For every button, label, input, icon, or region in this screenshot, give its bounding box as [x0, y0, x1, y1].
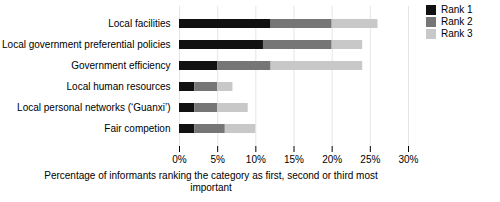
svg-text:15%: 15% — [284, 154, 304, 165]
svg-text:0%: 0% — [172, 154, 187, 165]
svg-text:20%: 20% — [322, 154, 342, 165]
svg-text:Government efficiency: Government efficiency — [71, 60, 170, 71]
svg-text:30%: 30% — [398, 154, 418, 165]
svg-text:25%: 25% — [360, 154, 380, 165]
svg-text:Fair competion: Fair competion — [104, 123, 170, 134]
svg-text:10%: 10% — [246, 154, 266, 165]
html-text:Rank 2: Rank 2 — [441, 16, 473, 27]
svg-text:Local facilities: Local facilities — [108, 18, 170, 29]
svg-text:Local human resources: Local human resources — [67, 81, 171, 92]
html-text:Rank 1: Rank 1 — [441, 4, 473, 15]
html-text:Percentage of informants ranki: Percentage of informants ranking the cat… — [44, 170, 378, 193]
svg-text:Local government preferential: Local government preferential policies — [2, 39, 170, 50]
html-text:Rank 3: Rank 3 — [441, 28, 473, 39]
svg-text:Local personal networks (‘Guan: Local personal networks (‘Guanxi’) — [17, 102, 170, 113]
svg-text:5%: 5% — [210, 154, 225, 165]
